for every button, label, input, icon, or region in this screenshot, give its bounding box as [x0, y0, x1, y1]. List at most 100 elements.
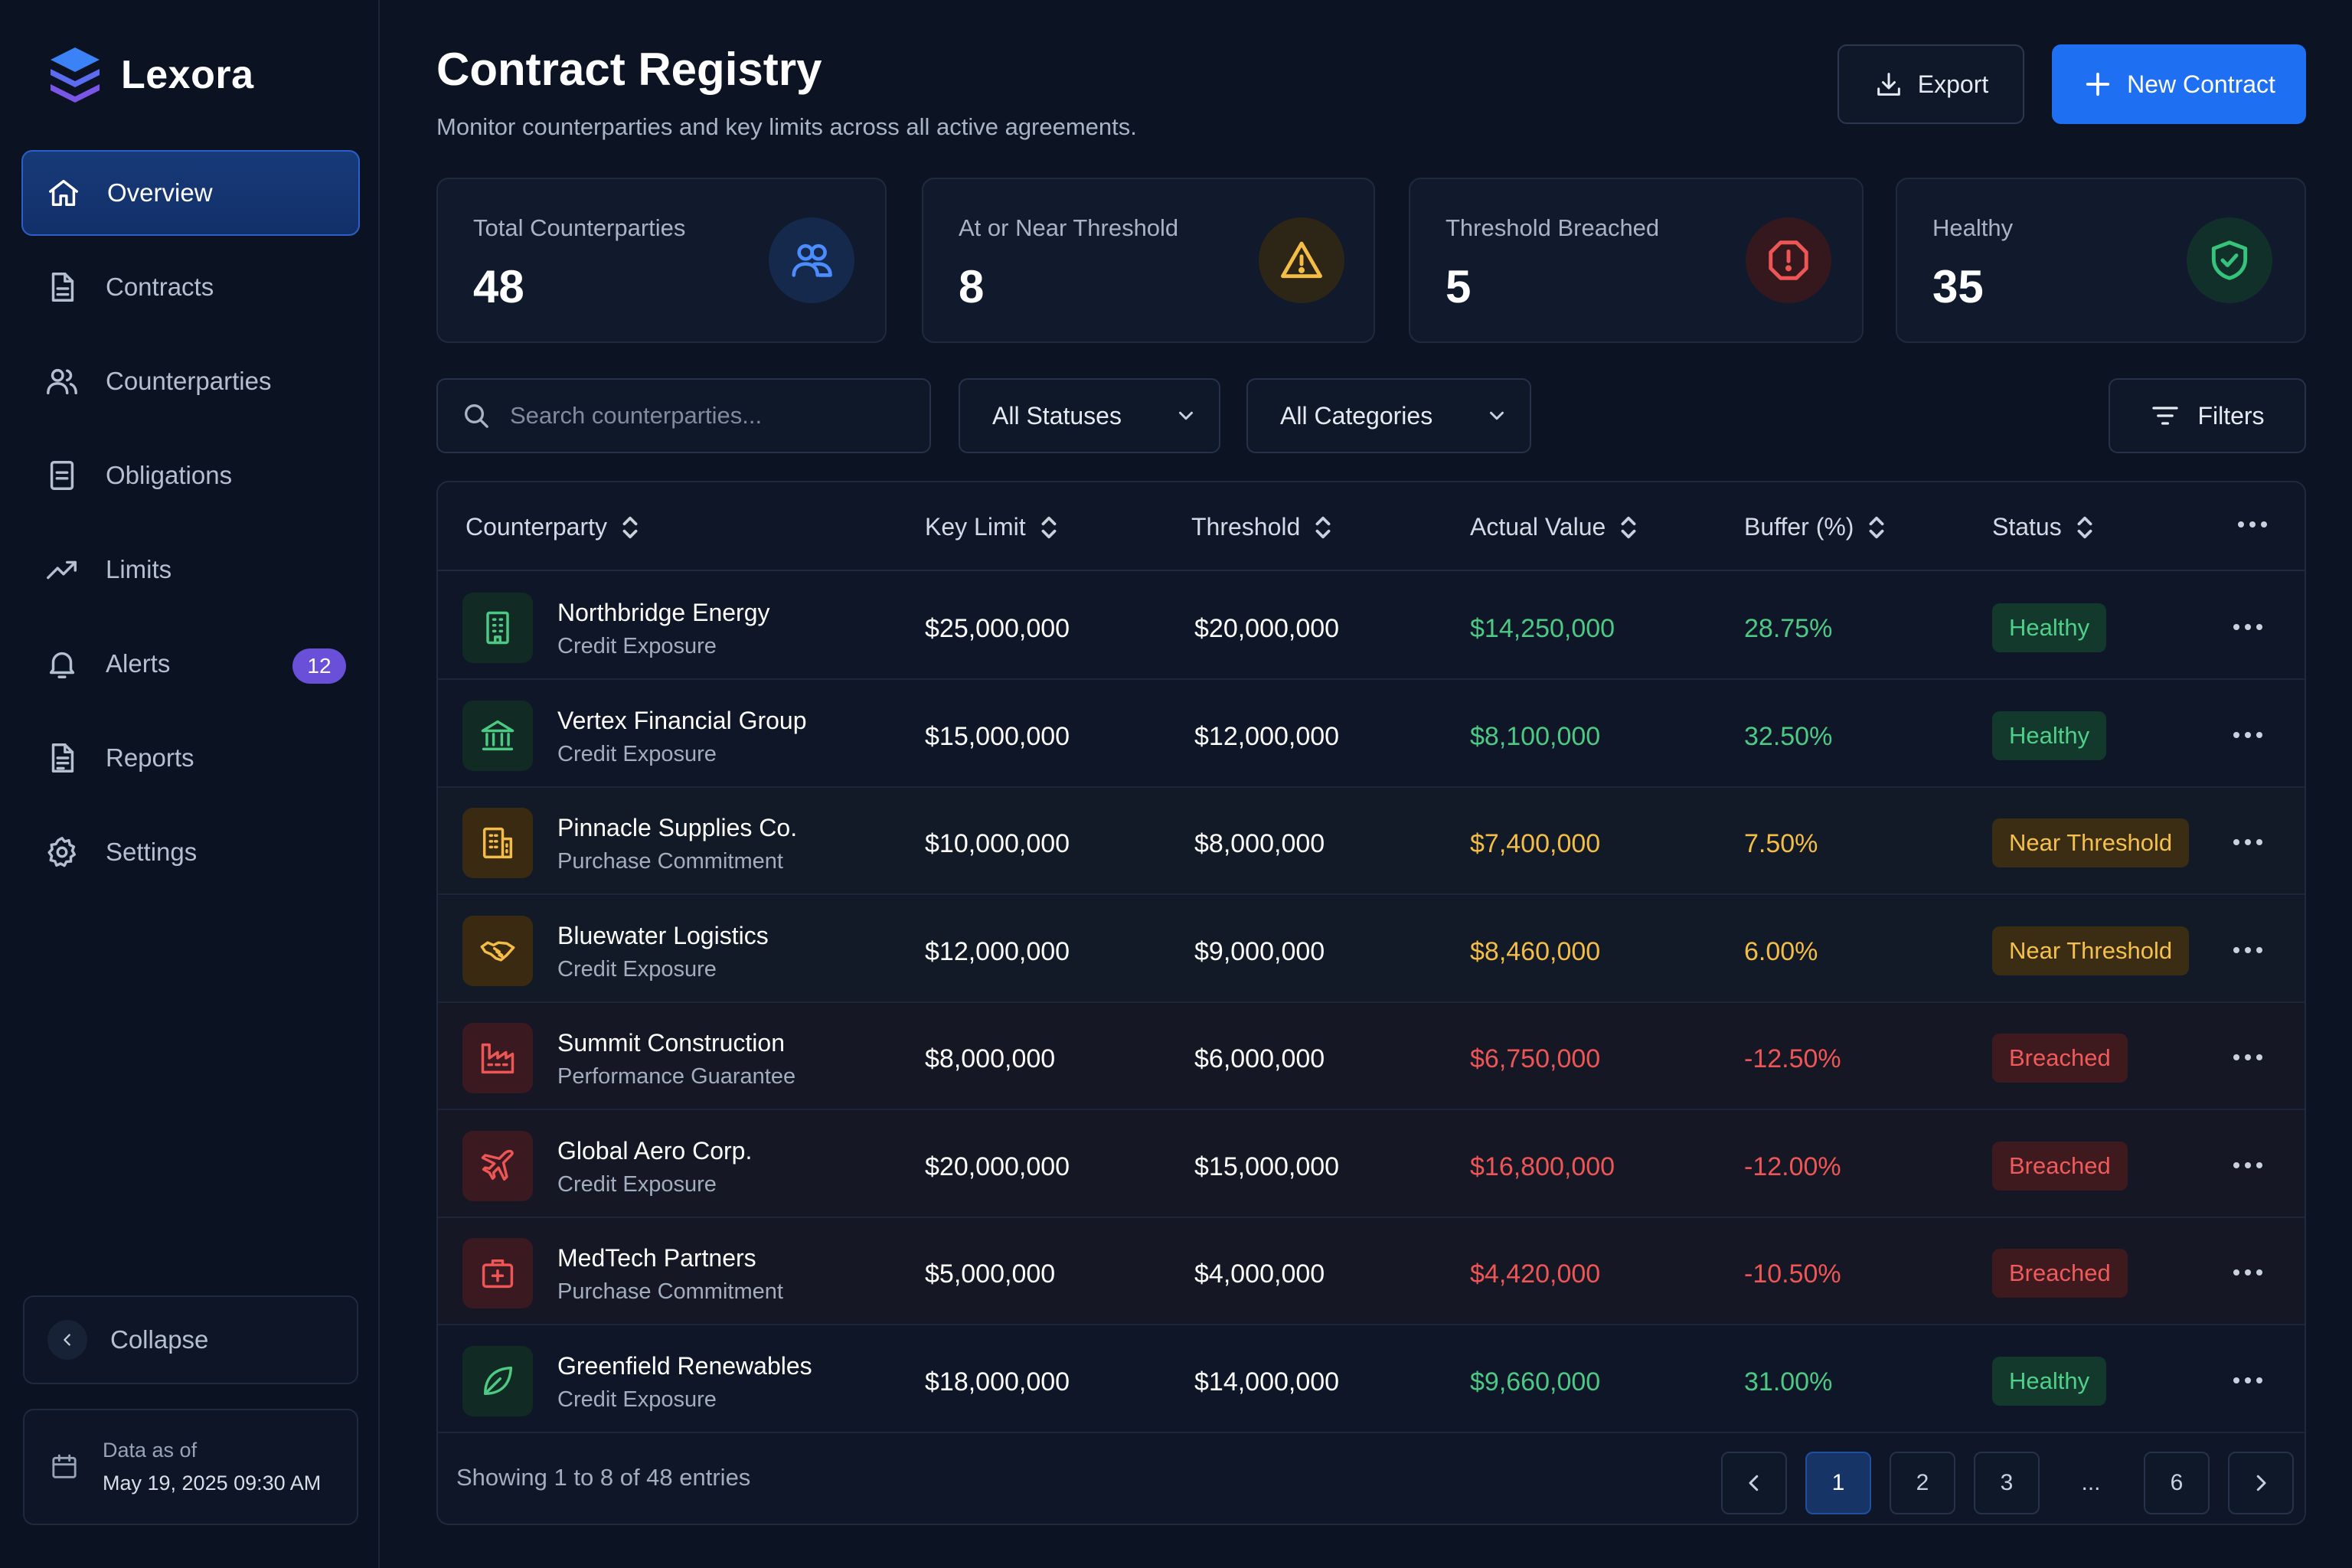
category-select[interactable]: All Categories — [1246, 378, 1531, 453]
filters-button[interactable]: Filters — [2109, 378, 2306, 453]
column-label: Counterparty — [466, 513, 607, 541]
pagination-page-2[interactable]: 2 — [1890, 1452, 1955, 1514]
table-row[interactable]: Northbridge Energy Credit Exposure $25,000… — [438, 573, 2305, 680]
row-actions-icon[interactable] — [2231, 1369, 2265, 1392]
buffer-cell: 32.50% — [1744, 722, 1833, 751]
pagination-page-3[interactable]: 3 — [1974, 1452, 2040, 1514]
office-building-icon — [462, 808, 533, 878]
sidebar-item-alerts[interactable]: Alerts 12 — [21, 621, 360, 707]
table-row[interactable]: Greenfield Renewables Credit Exposure $18,… — [438, 1326, 2305, 1433]
kpi-value: 35 — [1932, 261, 1984, 312]
key-limit-cell: $12,000,000 — [925, 937, 1070, 966]
export-button[interactable]: Export — [1838, 44, 2024, 124]
sidebar-nav: Overview Contracts Counterparties Obliga… — [21, 150, 360, 903]
counterparty-name[interactable]: Summit Construction — [557, 1029, 785, 1057]
kpi-value: 8 — [959, 261, 985, 312]
search-input[interactable] — [510, 402, 923, 430]
entries-summary: Showing 1 to 8 of 48 entries — [456, 1464, 751, 1491]
collapse-sidebar-button[interactable]: Collapse — [23, 1295, 358, 1384]
column-header-counterparty[interactable]: Counterparty — [466, 513, 641, 541]
column-label: Actual Value — [1470, 513, 1606, 541]
threshold-cell: $4,000,000 — [1194, 1259, 1325, 1289]
sidebar-item-overview[interactable]: Overview — [21, 150, 360, 236]
new-contract-label: New Contract — [2127, 70, 2275, 98]
actual-value-cell: $8,460,000 — [1470, 937, 1601, 966]
new-contract-button[interactable]: New Contract — [2052, 44, 2306, 124]
chevron-left-icon — [1749, 1475, 1759, 1491]
counterparty-name[interactable]: Global Aero Corp. — [557, 1137, 753, 1165]
sidebar-item-obligations[interactable]: Obligations — [21, 433, 360, 518]
threshold-cell: $14,000,000 — [1194, 1367, 1340, 1396]
pagination-page-1[interactable]: 1 — [1805, 1452, 1871, 1514]
status-badge: Breached — [1992, 1034, 2128, 1083]
shield-check-icon — [2187, 217, 2272, 303]
status-badge: Healthy — [1992, 603, 2107, 652]
plane-icon — [462, 1131, 533, 1201]
column-header-threshold[interactable]: Threshold — [1191, 513, 1334, 541]
column-header-status[interactable]: Status — [1992, 513, 2096, 541]
kpi-value: 48 — [473, 261, 524, 312]
threshold-cell: $6,000,000 — [1194, 1044, 1325, 1073]
pagination-prev-button[interactable] — [1721, 1452, 1787, 1514]
threshold-cell: $12,000,000 — [1194, 722, 1340, 751]
document-icon — [43, 268, 81, 306]
chevron-down-icon — [1490, 411, 1504, 420]
buffer-cell: 28.75% — [1744, 614, 1833, 643]
table-row[interactable]: Vertex Financial Group Credit Exposure $15… — [438, 681, 2305, 788]
counterparty-name[interactable]: Pinnacle Supplies Co. — [557, 814, 798, 841]
brand-name: Lexora — [121, 53, 254, 97]
counterparty-name[interactable]: Bluewater Logistics — [557, 922, 769, 949]
column-header-key-limit[interactable]: Key Limit — [925, 513, 1060, 541]
row-actions-icon[interactable] — [2231, 1046, 2265, 1069]
search-box[interactable] — [436, 378, 931, 453]
data-as-of-label: Data as of — [103, 1439, 198, 1462]
counterparty-type: Credit Exposure — [557, 742, 717, 766]
bank-icon — [462, 701, 533, 771]
chevron-right-icon — [2256, 1475, 2266, 1491]
bell-icon — [43, 645, 81, 683]
actual-value-cell: $4,420,000 — [1470, 1259, 1601, 1289]
category-select-value: All Categories — [1280, 401, 1433, 430]
column-header-buffer[interactable]: Buffer (%) — [1744, 513, 1887, 541]
kpi-label: Healthy — [1932, 214, 2014, 241]
kpi-card-threshold-breached: Threshold Breached 5 — [1409, 178, 1864, 343]
row-actions-icon[interactable] — [2231, 939, 2265, 962]
row-actions-icon[interactable] — [2231, 1261, 2265, 1284]
sidebar-item-counterparties[interactable]: Counterparties — [21, 338, 360, 424]
table-row[interactable]: Pinnacle Supplies Co. Purchase Commitment… — [438, 788, 2305, 895]
gear-icon — [43, 833, 81, 871]
sidebar-item-settings[interactable]: Settings — [21, 809, 360, 895]
pagination-page-6[interactable]: 6 — [2144, 1452, 2210, 1514]
table-row[interactable]: MedTech Partners Purchase Commitment $5,00… — [438, 1218, 2305, 1325]
column-label: Threshold — [1191, 513, 1301, 541]
counterparty-name[interactable]: Greenfield Renewables — [557, 1352, 812, 1380]
buffer-cell: 7.50% — [1744, 829, 1818, 858]
table-row[interactable]: Bluewater Logistics Credit Exposure $12,00… — [438, 896, 2305, 1003]
row-actions-icon[interactable] — [2231, 724, 2265, 746]
status-select[interactable]: All Statuses — [959, 378, 1220, 453]
sidebar-item-contracts[interactable]: Contracts — [21, 244, 360, 330]
table-row[interactable]: Global Aero Corp. Credit Exposure $20,000,… — [438, 1111, 2305, 1218]
buffer-cell: 31.00% — [1744, 1367, 1833, 1396]
table-row[interactable]: Summit Construction Performance Guarantee… — [438, 1003, 2305, 1110]
sidebar-item-limits[interactable]: Limits — [21, 527, 360, 612]
counterparty-name[interactable]: Vertex Financial Group — [557, 707, 807, 734]
counterparty-name[interactable]: Northbridge Energy — [557, 599, 770, 626]
data-as-of-panel: Data as of May 19, 2025 09:30 AM — [23, 1409, 358, 1525]
pagination-next-button[interactable] — [2228, 1452, 2294, 1514]
sort-icon — [1041, 516, 1057, 538]
counterparty-name[interactable]: MedTech Partners — [557, 1244, 756, 1272]
brand[interactable]: Lexora — [46, 44, 254, 106]
row-actions-icon[interactable] — [2231, 1154, 2265, 1177]
sidebar-item-label: Counterparties — [106, 367, 272, 395]
sidebar-item-reports[interactable]: Reports — [21, 715, 360, 801]
row-actions-icon[interactable] — [2231, 831, 2265, 854]
medical-case-icon — [462, 1238, 533, 1308]
more-horizontal-icon[interactable] — [2236, 513, 2269, 536]
column-header-actual-value[interactable]: Actual Value — [1470, 513, 1639, 541]
users-icon — [769, 217, 854, 303]
buffer-cell: -12.00% — [1744, 1152, 1841, 1181]
row-actions-icon[interactable] — [2231, 616, 2265, 639]
home-icon — [44, 174, 83, 212]
status-badge: Near Threshold — [1992, 818, 2190, 867]
